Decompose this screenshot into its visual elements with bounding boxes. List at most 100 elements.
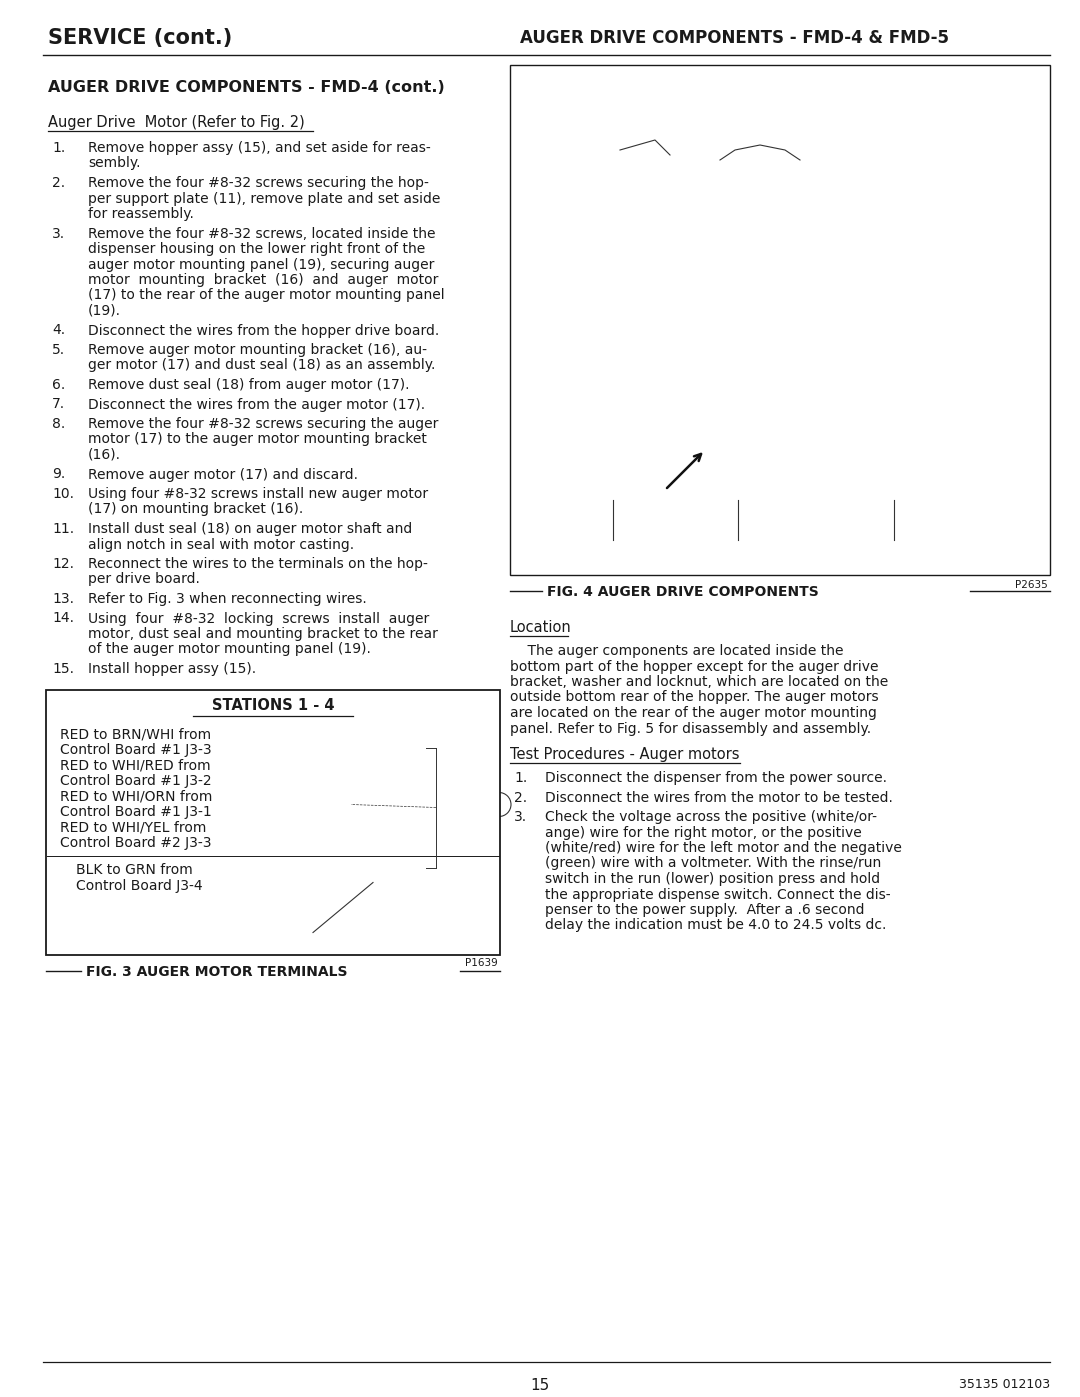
Text: Remove hopper assy (15), and set aside for reas-: Remove hopper assy (15), and set aside f…	[87, 141, 431, 155]
Text: Install dust seal (18) on auger motor shaft and: Install dust seal (18) on auger motor sh…	[87, 522, 413, 536]
Text: Auger Drive  Motor (Refer to Fig. 2): Auger Drive Motor (Refer to Fig. 2)	[48, 115, 305, 130]
Text: Disconnect the wires from the hopper drive board.: Disconnect the wires from the hopper dri…	[87, 324, 440, 338]
Text: per support plate (11), remove plate and set aside: per support plate (11), remove plate and…	[87, 191, 441, 205]
Text: Remove auger motor mounting bracket (16), au-: Remove auger motor mounting bracket (16)…	[87, 344, 427, 358]
Bar	[351, 760, 481, 849]
Bar	[46, 690, 500, 954]
Text: motor (17) to the auger motor mounting bracket: motor (17) to the auger motor mounting b…	[87, 433, 427, 447]
Text: Install hopper assy (15).: Install hopper assy (15).	[87, 662, 256, 676]
Text: SERVICE (cont.): SERVICE (cont.)	[48, 28, 232, 47]
Text: FIG. 3 AUGER MOTOR TERMINALS: FIG. 3 AUGER MOTOR TERMINALS	[86, 964, 348, 978]
Text: Disconnect the wires from the auger motor (17).: Disconnect the wires from the auger moto…	[87, 398, 426, 412]
Bar	[510, 66, 1050, 576]
Text: Control Board #1 J3-3: Control Board #1 J3-3	[60, 743, 212, 757]
Text: panel. Refer to Fig. 5 for disassembly and assembly.: panel. Refer to Fig. 5 for disassembly a…	[510, 721, 872, 735]
Text: motor  mounting  bracket  (16)  and  auger  motor: motor mounting bracket (16) and auger mo…	[87, 272, 438, 286]
Text: (white/red) wire for the left motor and the negative: (white/red) wire for the left motor and …	[545, 841, 902, 855]
Text: penser to the power supply.  After a .6 second: penser to the power supply. After a .6 s…	[545, 902, 864, 916]
Bar	[666, 455, 696, 469]
Text: 9.: 9.	[52, 468, 65, 482]
Text: 15: 15	[530, 1377, 550, 1393]
Text: 4.: 4.	[52, 324, 65, 338]
Text: Check the voltage across the positive (white/or-: Check the voltage across the positive (w…	[545, 810, 877, 824]
Bar	[864, 455, 893, 469]
Text: AUGER DRIVE COMPONENTS - FMD-4 & FMD-5: AUGER DRIVE COMPONENTS - FMD-4 & FMD-5	[519, 29, 949, 47]
Text: delay the indication must be 4.0 to 24.5 volts dc.: delay the indication must be 4.0 to 24.5…	[545, 918, 887, 933]
Text: sembly.: sembly.	[87, 156, 140, 170]
Text: bottom part of the hopper except for the auger drive: bottom part of the hopper except for the…	[510, 659, 878, 673]
Text: 10.: 10.	[52, 488, 75, 502]
Text: (17) to the rear of the auger motor mounting panel: (17) to the rear of the auger motor moun…	[87, 289, 445, 303]
Text: switch in the run (lower) position press and hold: switch in the run (lower) position press…	[545, 872, 880, 886]
Bar	[588, 365, 622, 393]
Text: RED to WHI/ORN from: RED to WHI/ORN from	[60, 789, 213, 803]
Text: Using four #8-32 screws install new auger motor: Using four #8-32 screws install new auge…	[87, 488, 428, 502]
Bar	[588, 184, 622, 212]
Text: 2.: 2.	[514, 791, 527, 805]
Text: 14.: 14.	[52, 612, 75, 626]
Text: 2.: 2.	[52, 176, 65, 190]
Text: Control Board J3-4: Control Board J3-4	[76, 879, 203, 893]
Text: Remove auger motor (17) and discard.: Remove auger motor (17) and discard.	[87, 468, 357, 482]
Text: motor, dust seal and mounting bracket to the rear: motor, dust seal and mounting bracket to…	[87, 627, 437, 641]
Text: RED to BRN/WHI from: RED to BRN/WHI from	[60, 728, 211, 742]
Text: (19).: (19).	[87, 305, 121, 319]
Text: align notch in seal with motor casting.: align notch in seal with motor casting.	[87, 538, 354, 552]
Text: 1.: 1.	[514, 771, 527, 785]
Text: P2635: P2635	[1015, 580, 1048, 590]
Text: 3.: 3.	[514, 810, 527, 824]
Text: 13.: 13.	[52, 592, 75, 606]
Text: 15.: 15.	[52, 662, 75, 676]
Text: BLK to GRN from: BLK to GRN from	[76, 863, 192, 877]
Text: Disconnect the wires from the motor to be tested.: Disconnect the wires from the motor to b…	[545, 791, 893, 805]
Text: auger motor mounting panel (19), securing auger: auger motor mounting panel (19), securin…	[87, 257, 434, 271]
Bar	[960, 110, 1000, 170]
Text: 11.: 11.	[52, 522, 75, 536]
Text: ger motor (17) and dust seal (18) as an assembly.: ger motor (17) and dust seal (18) as an …	[87, 359, 435, 373]
Text: STATIONS 1 - 4: STATIONS 1 - 4	[212, 698, 334, 712]
Text: bracket, washer and locknut, which are located on the: bracket, washer and locknut, which are l…	[510, 675, 888, 689]
Text: (17) on mounting bracket (16).: (17) on mounting bracket (16).	[87, 503, 303, 517]
Text: 1.: 1.	[52, 141, 65, 155]
Text: dispenser housing on the lower right front of the: dispenser housing on the lower right fro…	[87, 242, 426, 256]
Text: Control Board #2 J3-3: Control Board #2 J3-3	[60, 835, 212, 849]
Text: 5.: 5.	[52, 344, 65, 358]
Bar	[326, 738, 421, 877]
Text: ange) wire for the right motor, or the positive: ange) wire for the right motor, or the p…	[545, 826, 862, 840]
Text: The auger components are located inside the: The auger components are located inside …	[510, 644, 843, 658]
Text: Remove dust seal (18) from auger motor (17).: Remove dust seal (18) from auger motor (…	[87, 379, 409, 393]
Text: per drive board.: per drive board.	[87, 573, 200, 587]
Text: Refer to Fig. 3 when reconnecting wires.: Refer to Fig. 3 when reconnecting wires.	[87, 592, 367, 606]
Text: 3.: 3.	[52, 226, 65, 240]
Bar	[770, 455, 800, 469]
Text: AUGER DRIVE COMPONENTS - FMD-4 (cont.): AUGER DRIVE COMPONENTS - FMD-4 (cont.)	[48, 80, 445, 95]
Text: of the auger motor mounting panel (19).: of the auger motor mounting panel (19).	[87, 643, 370, 657]
Text: RED to WHI/RED from: RED to WHI/RED from	[60, 759, 211, 773]
Text: RED to WHI/YEL from: RED to WHI/YEL from	[60, 820, 206, 834]
Text: Reconnect the wires to the terminals on the hop-: Reconnect the wires to the terminals on …	[87, 557, 428, 571]
Text: Test Procedures - Auger motors: Test Procedures - Auger motors	[510, 747, 740, 761]
Text: Remove the four #8-32 screws securing the hop-: Remove the four #8-32 screws securing th…	[87, 176, 429, 190]
Bar	[588, 275, 622, 303]
Text: are located on the rear of the auger motor mounting: are located on the rear of the auger mot…	[510, 705, 877, 719]
Text: Control Board #1 J3-2: Control Board #1 J3-2	[60, 774, 212, 788]
Text: the appropriate dispense switch. Connect the dis-: the appropriate dispense switch. Connect…	[545, 887, 891, 901]
Text: outside bottom rear of the hopper. The auger motors: outside bottom rear of the hopper. The a…	[510, 690, 879, 704]
Text: Disconnect the dispenser from the power source.: Disconnect the dispenser from the power …	[545, 771, 887, 785]
Text: 7.: 7.	[52, 398, 65, 412]
Text: 35135 012103: 35135 012103	[959, 1377, 1050, 1391]
Text: P1639: P1639	[465, 958, 498, 968]
Text: 6.: 6.	[52, 379, 65, 393]
Text: 12.: 12.	[52, 557, 75, 571]
Text: Remove the four #8-32 screws, located inside the: Remove the four #8-32 screws, located in…	[87, 226, 435, 240]
Bar	[588, 320, 622, 348]
Text: 8.: 8.	[52, 416, 65, 432]
Text: for reassembly.: for reassembly.	[87, 207, 194, 221]
Text: (16).: (16).	[87, 448, 121, 462]
Text: Remove the four #8-32 screws securing the auger: Remove the four #8-32 screws securing th…	[87, 416, 438, 432]
Text: Location: Location	[510, 620, 571, 636]
Text: Control Board #1 J3-1: Control Board #1 J3-1	[60, 805, 212, 819]
Text: Using  four  #8-32  locking  screws  install  auger: Using four #8-32 locking screws install …	[87, 612, 429, 626]
Text: FIG. 4 AUGER DRIVE COMPONENTS: FIG. 4 AUGER DRIVE COMPONENTS	[546, 585, 819, 599]
Bar	[968, 95, 993, 110]
